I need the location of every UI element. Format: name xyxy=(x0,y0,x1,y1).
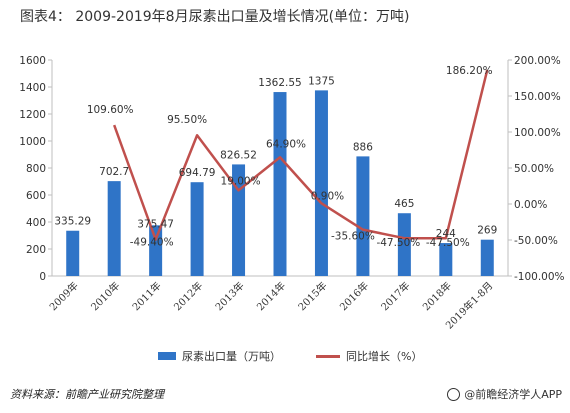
y-left-tick-label: 1600 xyxy=(19,55,46,67)
bar xyxy=(356,156,370,276)
y-left-tick-label: 1000 xyxy=(19,136,46,148)
y-left-tick-label: 200 xyxy=(26,244,46,256)
bar-data-label: 702.7 xyxy=(99,166,129,178)
y-left-tick-label: 0 xyxy=(39,271,46,283)
y-right-tick-label: 0.00% xyxy=(514,199,547,211)
bar-data-label: 1362.55 xyxy=(258,77,301,89)
legend-item-line: 同比增长（%） xyxy=(316,348,422,364)
bar xyxy=(397,213,411,276)
chart-plot: 0 200 400 600 800 1000 1200 1400 1600 -100.00% -50… xyxy=(19,55,565,332)
y-right-tick-label: 150.00% xyxy=(514,91,561,103)
bar xyxy=(66,230,80,276)
footer: 资料来源：前瞻产业研究院整理 @前瞻经济学人APP xyxy=(0,384,570,408)
legend-line-swatch xyxy=(316,354,340,358)
line-data-label: 0.90% xyxy=(311,190,344,202)
brand-mark: @前瞻经济学人APP xyxy=(447,386,562,402)
x-tick-label: 2011年 xyxy=(129,279,163,313)
y-right-tick-label: 50.00% xyxy=(514,163,554,175)
line-data-label: -35.60% xyxy=(331,231,375,243)
line-data-label: 19.00% xyxy=(221,175,261,187)
x-tick-label: 2013年 xyxy=(212,279,246,313)
bar xyxy=(273,92,287,276)
y-left-tick-label: 1400 xyxy=(19,82,46,94)
legend-bar-swatch xyxy=(158,352,176,360)
y-right-tick-label: 100.00% xyxy=(514,127,561,139)
x-tick-label: 2016年 xyxy=(337,279,371,313)
line-data-label: -47.50% xyxy=(376,237,420,249)
line-data-label: 64.90% xyxy=(266,138,306,150)
bar xyxy=(232,164,246,276)
chart-title: 图表4： 2009-2019年8月尿素出口量及增长情况(单位：万吨) xyxy=(20,9,410,25)
line-data-label: -49.40% xyxy=(130,237,174,249)
y-right-tick-label: -100.00% xyxy=(514,271,565,283)
bar xyxy=(439,243,453,276)
bar xyxy=(107,181,121,276)
bar xyxy=(314,90,328,276)
x-tick-label: 2017年 xyxy=(378,279,412,313)
bar xyxy=(480,239,494,276)
bar-data-label: 826.52 xyxy=(220,149,257,161)
y-left-tick-label: 400 xyxy=(26,217,46,229)
line-data-label: 109.60% xyxy=(87,104,134,116)
legend-item-bar: 尿素出口量（万吨） xyxy=(158,348,281,364)
bar xyxy=(190,182,204,276)
x-tick-label: 2015年 xyxy=(295,279,329,313)
bar-data-label: 465 xyxy=(394,198,414,210)
bar xyxy=(149,225,163,276)
brand-text: @前瞻经济学人APP xyxy=(464,388,562,401)
legend-label-line: 同比增长（%） xyxy=(346,350,423,363)
line-data-label: 186.20% xyxy=(446,65,493,77)
y-right-tick-label: -50.00% xyxy=(514,235,558,247)
legend-label-bar: 尿素出口量（万吨） xyxy=(182,350,281,363)
line-data-label: 95.50% xyxy=(167,114,207,126)
bar-data-label: 886 xyxy=(353,141,373,153)
bar-data-label: 335.29 xyxy=(54,216,91,228)
x-tick-label: 2009年 xyxy=(47,279,81,313)
brand-logo-icon xyxy=(447,387,461,401)
x-tick-label: 2014年 xyxy=(254,279,288,313)
bar-data-label: 244 xyxy=(436,228,456,240)
chart-legend: 尿素出口量（万吨） 同比增长（%） xyxy=(0,348,570,368)
y-left-tick-label: 800 xyxy=(26,163,46,175)
growth-line xyxy=(113,69,489,241)
bar-data-label: 1375 xyxy=(308,75,335,87)
source-note: 资料来源：前瞻产业研究院整理 xyxy=(10,388,164,401)
bar-data-label: 694.79 xyxy=(179,167,216,179)
x-tick-label: 2010年 xyxy=(88,279,122,313)
y-left-tick-label: 600 xyxy=(26,190,46,202)
x-tick-label: 2012年 xyxy=(171,279,205,313)
line-data-label: -47.50% xyxy=(426,237,470,249)
y-left-tick-label: 1200 xyxy=(19,109,46,121)
x-tick-label: 2018年 xyxy=(420,279,454,313)
bar-data-label: 269 xyxy=(477,225,497,237)
y-right-tick-label: 200.00% xyxy=(514,55,561,67)
bar-data-label: 375.47 xyxy=(137,218,174,230)
